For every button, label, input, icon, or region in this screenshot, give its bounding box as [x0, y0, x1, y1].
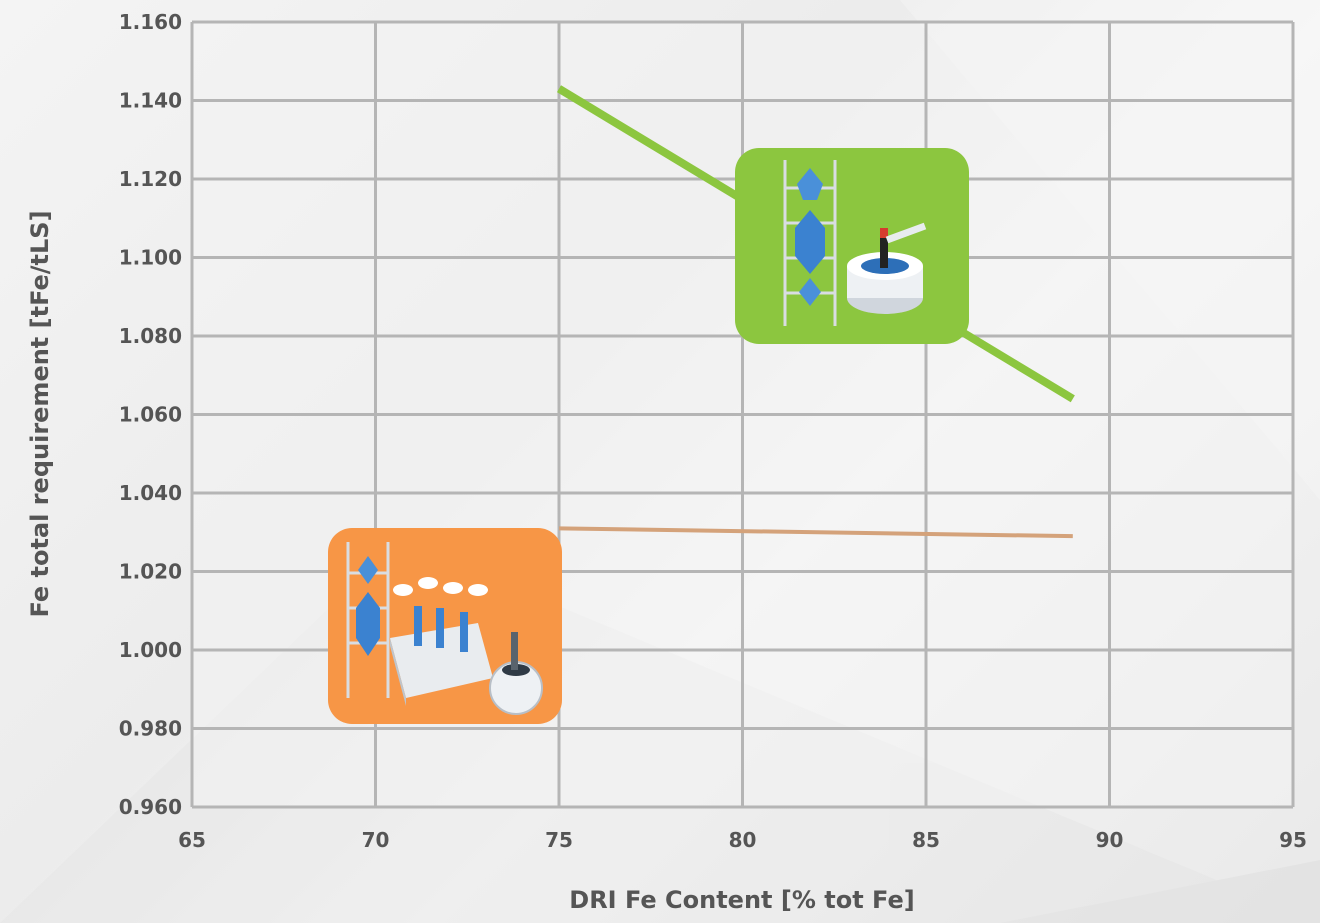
y-tick-label: 1.160	[119, 10, 182, 34]
y-tick-label: 1.000	[119, 638, 182, 662]
x-tick-labels: 65 70 75 80 85 90 95	[178, 828, 1307, 852]
x-axis-label: DRI Fe Content [% tot Fe]	[569, 886, 914, 914]
x-tick-label: 75	[545, 828, 573, 852]
y-axis-label: Fe total requirement [tFe/tLS]	[26, 210, 54, 617]
x-tick-label: 95	[1279, 828, 1307, 852]
shaft-furnace-smelter-plant-icon	[328, 528, 562, 724]
y-tick-label: 1.060	[119, 403, 182, 427]
x-tick-label: 90	[1096, 828, 1124, 852]
shaft-furnace-eaf-plant-icon	[735, 148, 969, 344]
y-tick-label: 0.980	[119, 717, 182, 741]
y-tick-labels: 0.960 0.980 1.000 1.020 1.040 1.060 1.080 1.100…	[119, 10, 182, 819]
series-line-2	[558, 526, 1073, 539]
y-tick-label: 1.140	[119, 89, 182, 113]
x-tick-label: 70	[362, 828, 390, 852]
y-tick-label: 1.040	[119, 481, 182, 505]
y-tick-label: 1.020	[119, 560, 182, 584]
y-tick-label: 1.080	[119, 324, 182, 348]
y-tick-label: 1.120	[119, 167, 182, 191]
x-tick-label: 65	[178, 828, 206, 852]
x-tick-label: 85	[912, 828, 940, 852]
x-tick-label: 80	[729, 828, 757, 852]
y-tick-label: 0.960	[119, 795, 182, 819]
y-tick-label: 1.100	[119, 246, 182, 270]
